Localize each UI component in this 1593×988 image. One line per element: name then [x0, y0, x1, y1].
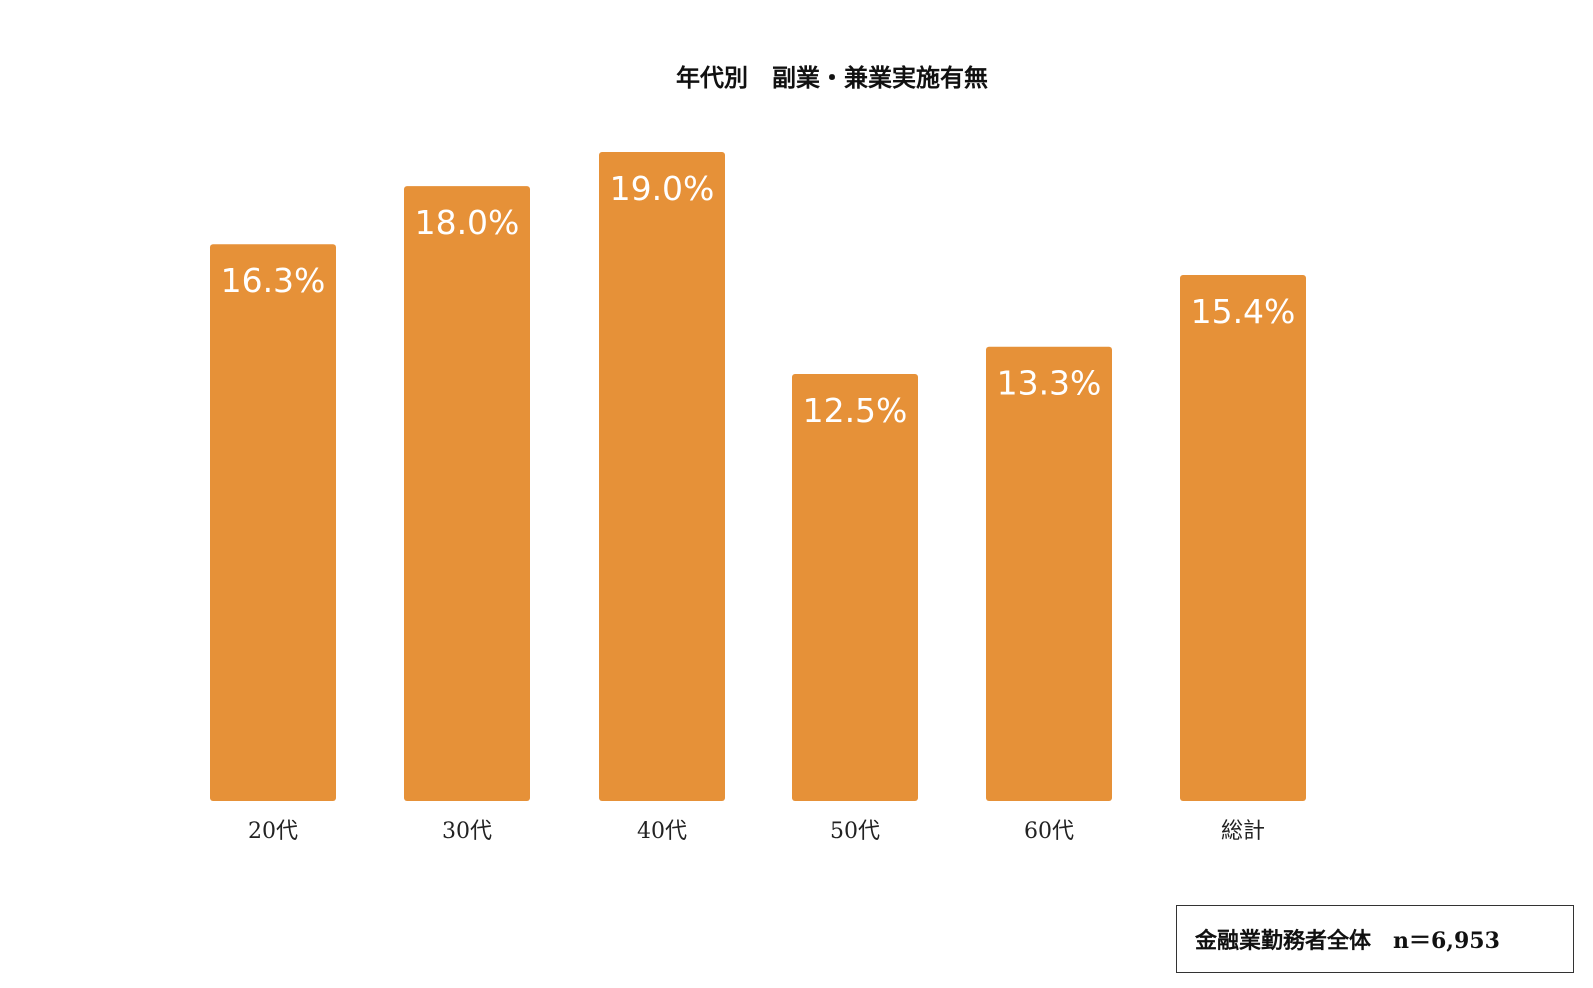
- sample-size-note-text: 金融業勤務者全体 n＝6,953: [1195, 928, 1500, 954]
- data-label-20代: 16.3%: [221, 261, 326, 300]
- bar-60代: [986, 346, 1112, 801]
- bar-50代: [792, 374, 918, 801]
- bar-総計: [1180, 274, 1306, 802]
- bars-layer: [210, 152, 1306, 802]
- x-axis-labels: 20代 30代 40代 50代 60代 総計: [248, 819, 1265, 844]
- data-labels-layer: 16.3% 18.0% 19.0% 12.5% 13.3% 15.4%: [221, 169, 1296, 430]
- data-label-40代: 19.0%: [610, 169, 715, 208]
- data-label-総計: 15.4%: [1191, 292, 1296, 331]
- bar-40代: [599, 152, 725, 801]
- x-tick-label-30代: 30代: [442, 819, 492, 844]
- x-tick-label-40代: 40代: [637, 819, 687, 844]
- data-label-60代: 13.3%: [997, 364, 1102, 403]
- x-tick-label-20代: 20代: [248, 819, 298, 844]
- x-tick-label-総計: 総計: [1221, 819, 1265, 844]
- x-tick-label-50代: 50代: [830, 819, 880, 844]
- bar-20代: [210, 244, 336, 801]
- sample-size-note: 金融業勤務者全体 n＝6,953: [1176, 905, 1574, 973]
- bar-30代: [404, 186, 530, 801]
- data-label-50代: 12.5%: [803, 391, 908, 430]
- chart-title: 年代別 副業・兼業実施有無: [676, 63, 988, 92]
- x-tick-label-60代: 60代: [1024, 819, 1074, 844]
- data-label-30代: 18.0%: [415, 203, 520, 242]
